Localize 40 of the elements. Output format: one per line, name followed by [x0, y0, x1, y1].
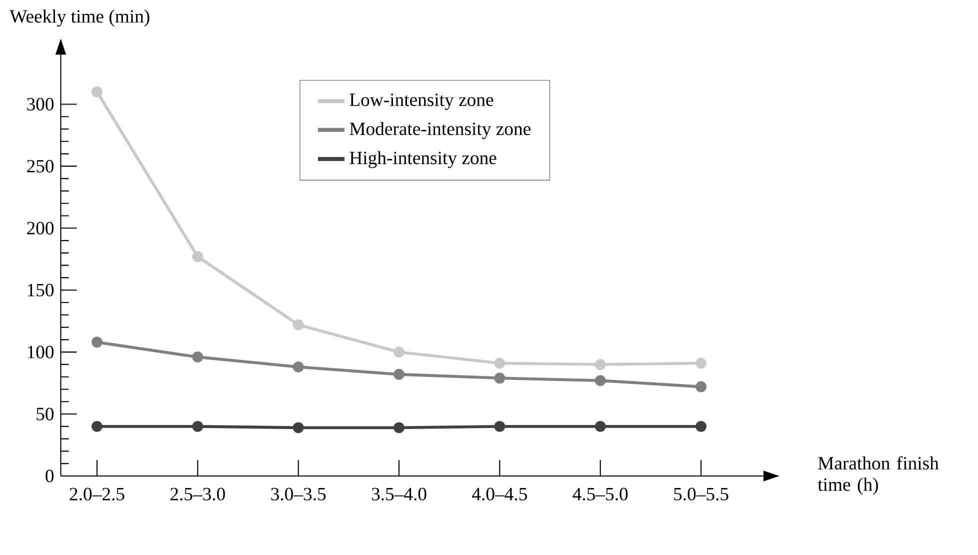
point: [696, 420, 706, 432]
legend-label: High-intensity zone: [350, 151, 496, 168]
point: [594, 420, 606, 432]
x-tick-label: 5.0–5.5: [674, 488, 728, 500]
x-axis-title: Marathon finish time (h): [818, 456, 939, 495]
point: [494, 358, 506, 369]
x-tick-label: 4.0–4.5: [472, 488, 527, 500]
point: [192, 420, 204, 432]
point: [394, 346, 404, 358]
y-axis-title: Weekly time (min): [10, 10, 150, 27]
y-tick-label: 100: [28, 346, 54, 358]
point: [696, 381, 706, 392]
point: [696, 358, 706, 369]
y-tick-label: 150: [28, 284, 54, 296]
point: [92, 86, 102, 98]
point: [292, 422, 304, 434]
x-tick-label: 3.5–4.0: [372, 488, 426, 500]
x-tick-label: 3.0–3.5: [271, 488, 326, 500]
y-tick-label: 0: [46, 470, 54, 482]
point: [192, 251, 204, 262]
legend-label: Low-intensity zone: [350, 94, 494, 110]
point: [594, 358, 606, 370]
point: [92, 336, 102, 348]
point: [494, 420, 506, 432]
x-tick-label: 2.0–2.5: [70, 488, 124, 500]
x-tick-label: 2.5–3.0: [170, 488, 225, 500]
point: [192, 352, 204, 362]
point: [92, 420, 102, 432]
point: [594, 375, 606, 386]
point: [494, 372, 506, 384]
point: [394, 368, 404, 380]
point: [394, 422, 404, 434]
y-tick-label: 250: [27, 160, 54, 172]
y-tick-label: 50: [36, 408, 54, 420]
y-tick-label: 300: [27, 98, 54, 111]
point: [292, 319, 304, 330]
point: [292, 361, 304, 372]
legend-label: Moderate-intensity zone: [350, 122, 530, 140]
x-tick-label: 4.5–5.0: [572, 488, 628, 500]
y-tick-label: 200: [27, 222, 54, 234]
